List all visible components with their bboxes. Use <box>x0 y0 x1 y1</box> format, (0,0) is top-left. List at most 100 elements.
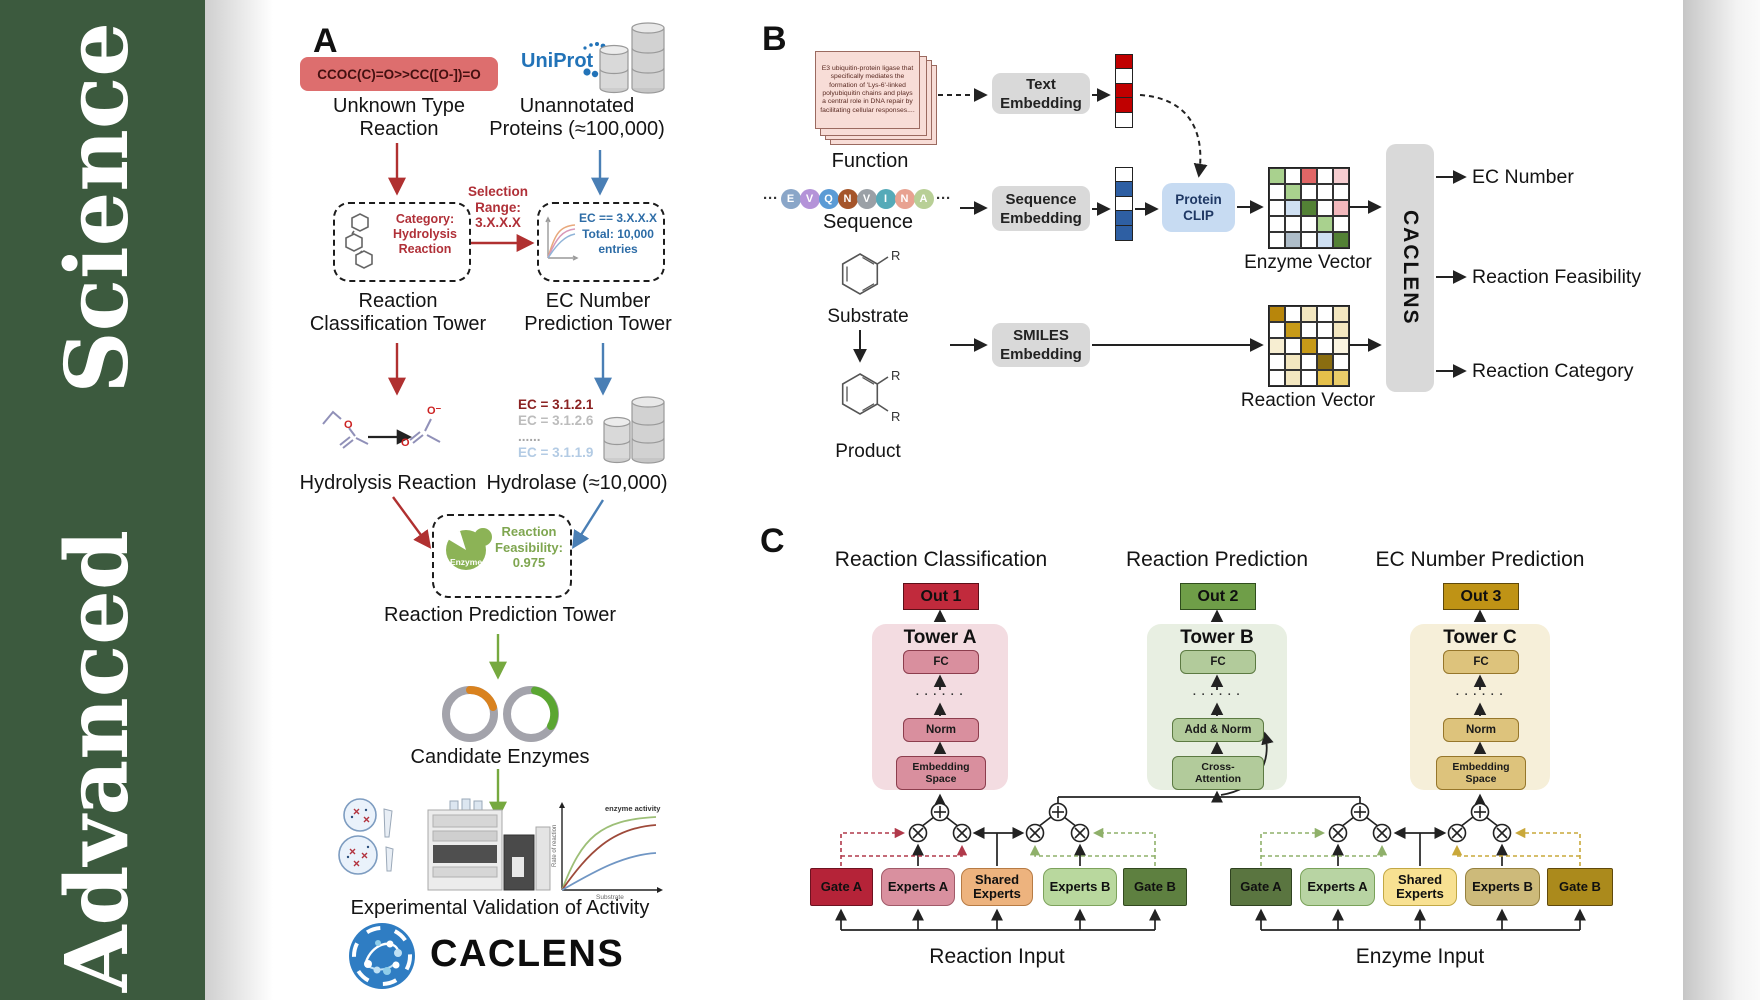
smiles-embedding-box: SMILES Embedding <box>992 323 1090 367</box>
matrix-cell <box>1269 200 1285 216</box>
hydrolysis-molecules: O O⁻ O <box>322 405 442 449</box>
vector-cell <box>1115 195 1133 212</box>
reaction-gate-b: Gate B <box>1123 868 1187 906</box>
matrix-cell <box>1301 338 1317 354</box>
vector-cell <box>1115 112 1133 129</box>
matrix-cell <box>1301 184 1317 200</box>
matrix-cell <box>1333 354 1349 370</box>
vector-cell <box>1115 82 1133 99</box>
text-embedding-box: Text Embedding <box>992 73 1090 114</box>
experimental-validation-art: enzyme activity Rate of reaction Substra… <box>338 798 663 901</box>
matrix-cell <box>1269 184 1285 200</box>
category-hydrolysis-label: Category: Hydrolysis Reaction <box>393 212 457 256</box>
matrix-cell <box>1301 370 1317 386</box>
matrix-cell <box>1333 216 1349 232</box>
matrix-cell <box>1269 306 1285 322</box>
function-label: Function <box>831 150 909 172</box>
residue-circle: V <box>856 189 877 209</box>
tower-a-dots: · · · · · · <box>915 689 965 701</box>
reaction-feasibility-dashed-box <box>432 514 572 598</box>
matrix-cell <box>1333 338 1349 354</box>
panel-a-label: A <box>313 22 338 60</box>
hydrolase-label: Hydrolase (≈10,000) <box>486 472 668 494</box>
reaction-experts-a: Experts A <box>881 868 955 906</box>
matrix-cell <box>1317 338 1333 354</box>
matrix-cell <box>1317 232 1333 248</box>
kinetics-graph-icon: enzyme activity Rate of reaction Substra… <box>552 802 663 901</box>
reaction-prediction-tower-label: Reaction Prediction Tower <box>384 604 616 626</box>
curves-plot-icon <box>545 216 579 261</box>
vector-cell <box>1115 97 1133 114</box>
tower-a-title: Tower A <box>903 627 977 648</box>
tower-b-fc: FC <box>1180 650 1256 674</box>
experimental-validation-label: Experimental Validation of Activity <box>350 897 650 919</box>
caclens-bar-text: CACLENS <box>1399 210 1422 326</box>
tower-c-title: Tower C <box>1443 627 1517 648</box>
atom-o: O <box>401 437 410 449</box>
matrix-cell <box>1269 322 1285 338</box>
petri-dish-icon <box>338 798 394 875</box>
add-node <box>1350 802 1370 822</box>
residue-circle: E <box>780 189 801 209</box>
tower-c-dots: · · · · · · <box>1455 689 1505 701</box>
graph-xlabel: Substrate <box>596 894 624 901</box>
matrix-cell <box>1285 216 1301 232</box>
enzyme-blob-icon: Enzyme <box>446 528 492 570</box>
matrix-cell <box>1269 370 1285 386</box>
reaction-shared-experts: Shared Experts <box>961 868 1033 906</box>
matrix-cell <box>1301 354 1317 370</box>
enzyme-shared-experts: Shared Experts <box>1383 868 1457 906</box>
matrix-cell <box>1269 232 1285 248</box>
hydrolase-database-icon <box>603 396 665 464</box>
matrix-cell <box>1317 306 1333 322</box>
enzyme-blob-label: Enzyme <box>450 557 482 567</box>
residue-circle: Q <box>818 189 839 209</box>
graph-ylabel: Rate of reaction <box>552 825 558 867</box>
matrix-cell <box>1285 306 1301 322</box>
matrix-cell <box>1317 168 1333 184</box>
substrate-label: Substrate <box>827 306 909 327</box>
panel-b-label: B <box>762 20 787 58</box>
database-cylinders-icon <box>599 22 665 94</box>
tower-b-add-norm: Add & Norm <box>1172 718 1264 742</box>
multiply-node <box>1328 823 1348 843</box>
enzyme-vector-label: Enzyme Vector <box>1244 252 1372 273</box>
enzyme-experts-a: Experts A <box>1300 868 1375 906</box>
matrix-cell <box>1269 216 1285 232</box>
matrix-cell <box>1317 200 1333 216</box>
smiles-reaction-box: CCOC(C)=O>>CC([O-])=O <box>300 57 498 91</box>
enzyme-input-label: Enzyme Input <box>1355 945 1485 968</box>
multiply-node <box>1025 823 1045 843</box>
sequence-label: Sequence <box>822 211 914 233</box>
ellipsis: ··· <box>936 190 951 207</box>
matrix-cell <box>1317 370 1333 386</box>
output-reaction-feasibility: Reaction Feasibility <box>1472 266 1642 288</box>
ec-number-list: EC = 3.1.2.1 EC = 3.1.2.6...... EC = 3.1.1… <box>518 397 604 461</box>
matrix-cell <box>1301 306 1317 322</box>
title-ec-number-prediction: EC Number Prediction <box>1375 548 1585 571</box>
out1-box: Out 1 <box>903 583 979 610</box>
matrix-cell <box>1333 232 1349 248</box>
vector-cell <box>1115 166 1133 183</box>
matrix-cell <box>1317 216 1333 232</box>
protein-clip-box: Protein CLIP <box>1162 183 1235 232</box>
matrix-cell <box>1285 370 1301 386</box>
multiply-node <box>952 823 972 843</box>
product-molecule: R R <box>841 368 900 424</box>
selection-range-label: Selection Range: 3.X.X.X <box>467 184 529 230</box>
molecule-scribble-icon <box>345 213 373 269</box>
sequence-embedding-vector <box>1115 166 1133 242</box>
residue-circle: N <box>894 189 915 209</box>
page-shadow-left <box>205 0 285 1000</box>
matrix-cell <box>1285 200 1301 216</box>
matrix-cell <box>1333 200 1349 216</box>
atom-o: O <box>344 419 353 431</box>
vector-cell <box>1115 181 1133 198</box>
reaction-feasibility-value: Reaction Feasibility: 0.975 <box>495 524 563 570</box>
matrix-cell <box>1285 354 1301 370</box>
candidate-enzymes-label: Candidate Enzymes <box>410 746 590 768</box>
reaction-vector-matrix <box>1268 305 1350 387</box>
ec-list-item: EC = 3.1.2.6 <box>518 413 594 428</box>
